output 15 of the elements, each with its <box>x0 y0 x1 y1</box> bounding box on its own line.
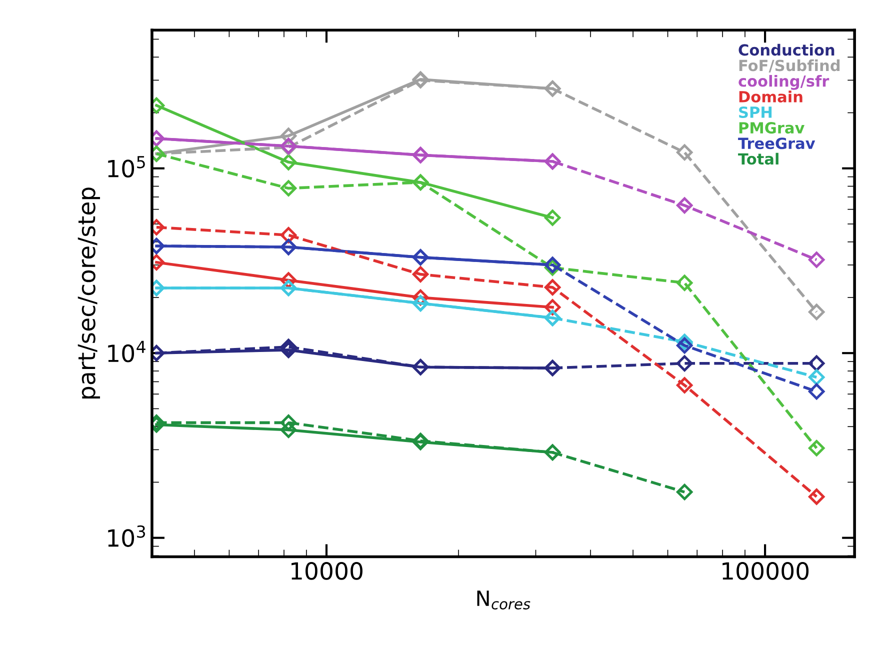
text: PMGrav <box>739 122 804 134</box>
text: Conduction <box>738 44 834 56</box>
y-tick-label: 10$^{5}$ <box>108 156 145 178</box>
text: Domain <box>739 90 802 102</box>
text: TreeGrav <box>738 138 816 150</box>
x-axis-title: N$_{cores}$ <box>477 590 530 610</box>
text: SPH <box>739 106 772 118</box>
x-tick-label: 10000 <box>292 562 362 580</box>
text: Total <box>738 152 778 165</box>
y-tick-label: 10$^{4}$ <box>108 340 146 362</box>
text: FoF/Subfind <box>739 59 840 72</box>
text: cooling/sfr <box>738 74 830 90</box>
x-tick-label: 100000 <box>722 562 809 580</box>
y-tick-label: 10$^{3}$ <box>108 525 146 547</box>
y-axis-title: part/sec/core/step <box>78 188 100 398</box>
